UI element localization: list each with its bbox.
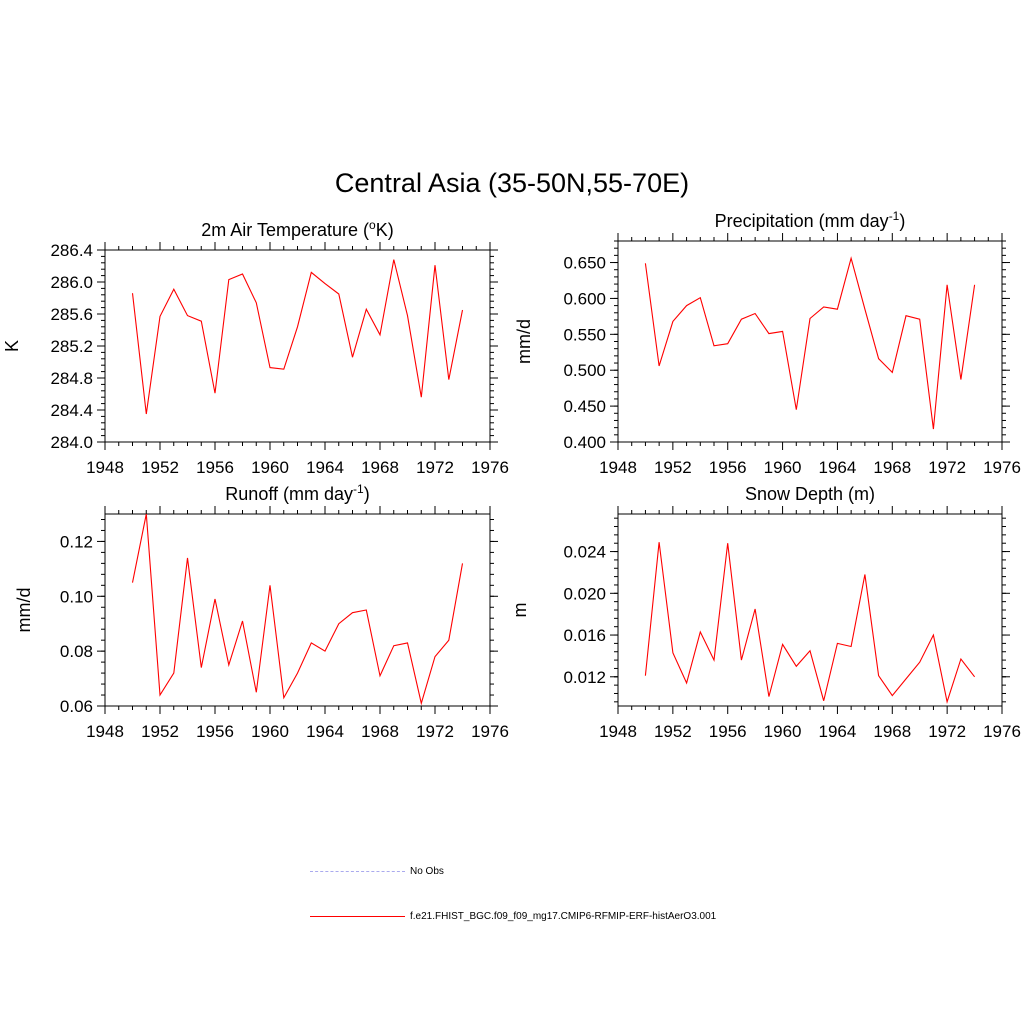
panel-title: Precipitation (mm day-1) <box>715 209 906 231</box>
x-tick-label: 1948 <box>86 722 124 741</box>
legend-obs: No Obs <box>310 866 444 877</box>
y-axis-label: m <box>510 603 530 618</box>
y-tick-label: 0.400 <box>563 433 606 452</box>
x-tick-label: 1972 <box>416 458 454 477</box>
series-line <box>131 259 464 415</box>
legend-obs-swatch <box>310 870 405 872</box>
y-axis-label: K <box>2 340 22 352</box>
x-tick-label: 1960 <box>251 722 289 741</box>
panel-title: Runoff (mm day-1) <box>225 482 369 504</box>
x-tick-label: 1976 <box>471 722 509 741</box>
x-tick-label: 1972 <box>928 722 966 741</box>
x-tick-label: 1968 <box>873 458 911 477</box>
x-tick-label: 1968 <box>873 722 911 741</box>
legend-model-swatch <box>310 915 405 917</box>
y-tick-label: 0.012 <box>563 668 606 687</box>
x-tick-label: 1948 <box>599 458 637 477</box>
y-tick-label: 0.08 <box>60 642 93 661</box>
y-tick-label: 0.650 <box>563 254 606 273</box>
plot-frame <box>104 249 491 443</box>
x-tick-label: 1948 <box>86 458 124 477</box>
y-tick-label: 286.4 <box>50 241 93 260</box>
x-tick-label: 1976 <box>471 458 509 477</box>
x-tick-label: 1956 <box>196 458 234 477</box>
x-tick-label: 1968 <box>361 722 399 741</box>
x-tick-label: 1948 <box>599 722 637 741</box>
panel-3: Runoff (mm day-1) mm/d 1948 1952 1956 1960 196… <box>14 482 509 741</box>
x-tick-label: 1952 <box>654 458 692 477</box>
x-tick-label: 1952 <box>141 722 179 741</box>
plot-frame <box>617 240 1003 443</box>
x-tick-label: 1964 <box>819 458 857 477</box>
x-tick-label: 1960 <box>764 458 802 477</box>
y-tick-label: 0.600 <box>563 289 606 308</box>
x-tick-label: 1968 <box>361 458 399 477</box>
y-tick-label: 0.500 <box>563 361 606 380</box>
panel-2: Precipitation (mm day-1) mm/d 1948 1952 1956… <box>514 209 1021 477</box>
x-tick-label: 1972 <box>416 722 454 741</box>
x-tick-label: 1964 <box>819 722 857 741</box>
y-tick-label: 285.2 <box>50 337 93 356</box>
x-tick-label: 1956 <box>709 722 747 741</box>
main-title: Central Asia (35-50N,55-70E) <box>334 168 690 198</box>
y-tick-label: 286.0 <box>50 273 93 292</box>
x-tick-label: 1960 <box>764 722 802 741</box>
panel-title: Snow Depth (m) <box>745 484 875 504</box>
y-tick-label: 0.024 <box>563 543 606 562</box>
y-tick-label: 284.0 <box>50 433 93 452</box>
panel-title: 2m Air Temperature (oK) <box>201 218 393 240</box>
y-tick-label: 0.06 <box>60 697 93 716</box>
y-tick-label: 0.016 <box>563 626 606 645</box>
y-tick-label: 284.8 <box>50 369 93 388</box>
series-line <box>644 542 976 704</box>
x-tick-label: 1976 <box>983 458 1021 477</box>
y-tick-label: 0.020 <box>563 584 606 603</box>
plot-frame <box>617 513 1003 707</box>
legend-model-label: f.e21.FHIST_BGC.f09_f09_mg17.CMIP6-RFMIP… <box>410 911 717 922</box>
x-tick-label: 1960 <box>251 458 289 477</box>
series-line <box>131 513 464 706</box>
plot-frame <box>104 513 491 707</box>
x-tick-label: 1952 <box>654 722 692 741</box>
x-tick-label: 1952 <box>141 458 179 477</box>
x-tick-label: 1976 <box>983 722 1021 741</box>
x-tick-label: 1964 <box>306 722 344 741</box>
y-tick-label: 0.12 <box>60 532 93 551</box>
legend-obs-label: No Obs <box>410 866 444 877</box>
x-tick-label: 1956 <box>196 722 234 741</box>
y-tick-label: 284.4 <box>50 401 93 420</box>
y-tick-label: 0.450 <box>563 397 606 416</box>
y-axis-label: mm/d <box>514 319 534 364</box>
x-tick-label: 1964 <box>306 458 344 477</box>
panel-1: 2m Air Temperature (oK) K 1948 1952 1956 1960… <box>2 218 509 477</box>
y-tick-label: 285.6 <box>50 305 93 324</box>
x-tick-label: 1972 <box>928 458 966 477</box>
x-tick-label: 1956 <box>709 458 747 477</box>
series-line <box>644 256 976 430</box>
panel-4: Snow Depth (m) m 1948 1952 1956 1960 1964 1968 1… <box>510 484 1021 741</box>
y-tick-label: 0.10 <box>60 587 93 606</box>
y-tick-label: 0.550 <box>563 325 606 344</box>
legend-model: f.e21.FHIST_BGC.f09_f09_mg17.CMIP6-RFMIP… <box>310 911 716 922</box>
y-axis-label: mm/d <box>14 588 34 633</box>
